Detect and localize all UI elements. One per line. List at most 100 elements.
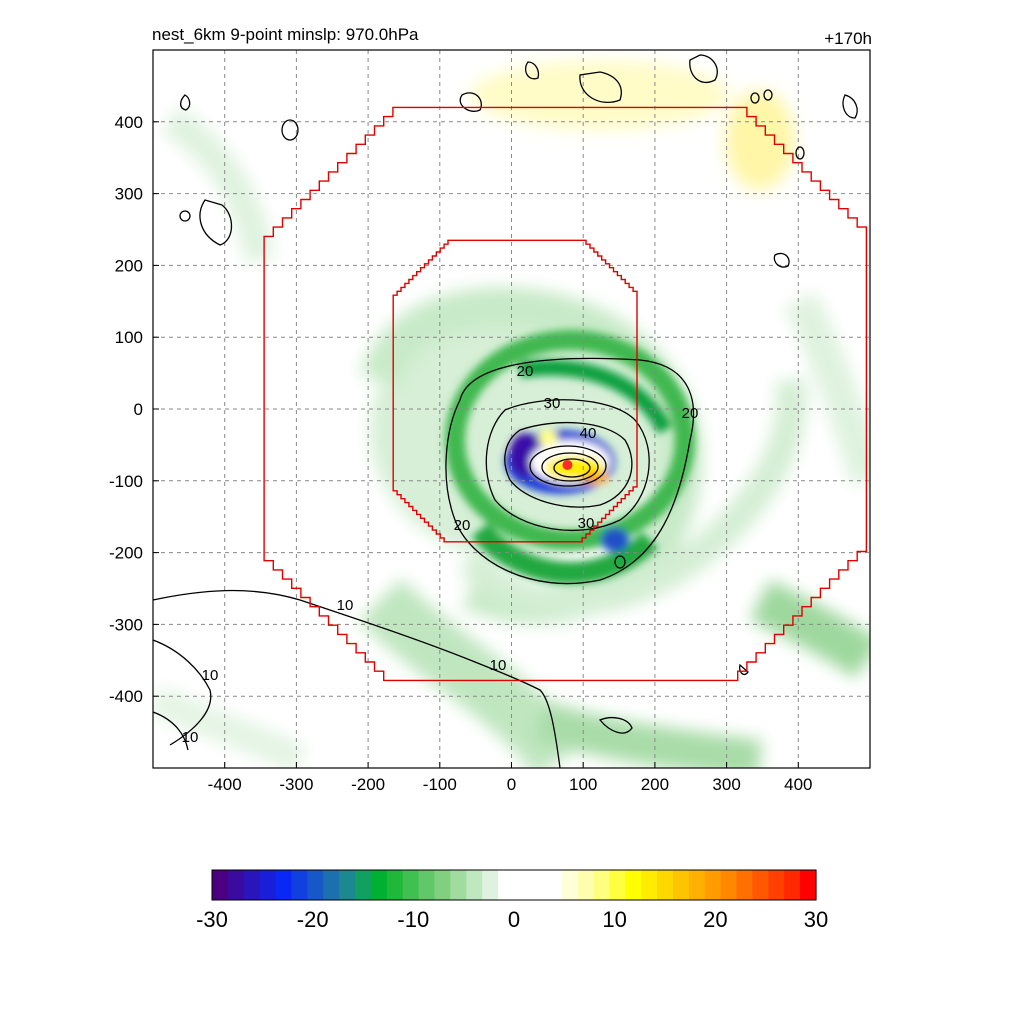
colorbar-cell bbox=[339, 870, 356, 900]
y-tick-label: -100 bbox=[109, 472, 143, 491]
shaded-field bbox=[153, 60, 870, 768]
axis-ticks: -400 -300 -200 -100 0 100 200 300 40040030020010… bbox=[109, 113, 813, 794]
colorbar-cell bbox=[545, 870, 563, 900]
contour-blob bbox=[614, 555, 626, 569]
contour-label: 20 bbox=[454, 517, 471, 534]
colorbar-cell bbox=[370, 870, 388, 900]
red-boundary-outer bbox=[263, 106, 868, 682]
y-tick-label: 200 bbox=[115, 256, 143, 275]
colorbar-cell bbox=[402, 870, 420, 900]
contour-label: 30 bbox=[578, 515, 595, 532]
contour-blob bbox=[524, 61, 540, 80]
contour-blob bbox=[763, 89, 773, 101]
contour-label-group: 20 30 40 20 20 30 10 10 10 10 bbox=[182, 363, 699, 746]
contour-blob bbox=[842, 94, 858, 119]
colorbar-cell bbox=[720, 870, 738, 900]
colorbar-cell bbox=[434, 870, 452, 900]
contour-label: 10 bbox=[490, 657, 507, 674]
colorbar-cell bbox=[672, 870, 690, 900]
contour-label: 10 bbox=[337, 597, 354, 614]
chart-title-right: +170h bbox=[824, 29, 872, 48]
colorbar-cell bbox=[482, 870, 499, 900]
colorbar-cell bbox=[768, 870, 785, 900]
colorbar: -30 -20 -10 0 10 20 30 bbox=[196, 869, 828, 932]
domain-boundaries bbox=[263, 106, 868, 682]
colorbar-cell bbox=[609, 870, 626, 900]
plot-area: 20 30 40 20 20 30 10 10 10 10 -400 -300 -2… bbox=[109, 49, 871, 794]
colorbar-tick-label: 20 bbox=[703, 907, 727, 932]
x-tick-label: -300 bbox=[279, 775, 313, 794]
contour-10-south bbox=[153, 589, 561, 768]
colorbar-cell bbox=[212, 870, 229, 900]
contour-10-west bbox=[153, 639, 212, 746]
colorbar-ticks: -30 -20 -10 0 10 20 30 bbox=[196, 907, 828, 932]
x-tick-label: -400 bbox=[208, 775, 242, 794]
contour-label: 30 bbox=[544, 395, 561, 412]
contour-20 bbox=[445, 357, 695, 585]
contour-blob bbox=[199, 199, 233, 246]
contour-label: 20 bbox=[517, 363, 534, 380]
colorbar-cell bbox=[307, 870, 324, 900]
colorbar-cell bbox=[291, 870, 308, 900]
contour-inner-1 bbox=[529, 445, 607, 487]
contour-label: 10 bbox=[182, 729, 199, 746]
x-tick-label: 100 bbox=[569, 775, 597, 794]
y-tick-label: -400 bbox=[109, 687, 143, 706]
colorbar-cell bbox=[688, 870, 706, 900]
colorbar-tick-label: 30 bbox=[804, 907, 828, 932]
colorbar-cell bbox=[243, 870, 261, 900]
colorbar-cell bbox=[800, 870, 817, 900]
x-tick-label: -100 bbox=[423, 775, 457, 794]
colorbar-cell bbox=[227, 870, 245, 900]
colorbar-cell bbox=[498, 870, 515, 900]
colorbar-tick-label: 10 bbox=[602, 907, 626, 932]
contour-label: 10 bbox=[202, 667, 219, 684]
colorbar-cell bbox=[625, 870, 642, 900]
contour-inner-2 bbox=[541, 452, 599, 482]
colorbar-tick-label: -20 bbox=[297, 907, 329, 932]
contour-blob bbox=[281, 119, 299, 141]
colorbar-cell bbox=[259, 870, 277, 900]
contour-10-sw bbox=[153, 711, 189, 751]
x-tick-label: -200 bbox=[351, 775, 385, 794]
contour-blob bbox=[598, 717, 633, 734]
contour-label: 40 bbox=[580, 425, 597, 442]
contour-blob bbox=[795, 146, 805, 160]
colorbar-cells bbox=[212, 870, 817, 900]
colorbar-cell bbox=[784, 870, 801, 900]
colorbar-tick-label: -10 bbox=[397, 907, 429, 932]
y-tick-label: -200 bbox=[109, 544, 143, 563]
x-tick-label: 200 bbox=[641, 775, 669, 794]
colorbar-cell bbox=[466, 870, 483, 900]
y-tick-label: 0 bbox=[134, 400, 143, 419]
contour-blob bbox=[750, 92, 760, 104]
y-tick-label: 300 bbox=[115, 185, 143, 204]
contour-label: 20 bbox=[682, 405, 699, 422]
x-tick-label: 0 bbox=[507, 775, 516, 794]
red-boundary-inner bbox=[392, 239, 638, 543]
contour-blob bbox=[179, 94, 191, 111]
contour-blob bbox=[689, 54, 718, 84]
contour-40 bbox=[504, 422, 633, 508]
x-tick-label: 300 bbox=[712, 775, 740, 794]
contour-blob bbox=[773, 252, 790, 268]
colorbar-cell bbox=[593, 870, 610, 900]
colorbar-tick-label: -30 bbox=[196, 907, 228, 932]
chart-title-left: nest_6km 9-point minslp: 970.0hPa bbox=[152, 25, 419, 44]
contour-30 bbox=[485, 399, 650, 531]
colorbar-cell bbox=[450, 870, 467, 900]
contour-blob bbox=[738, 663, 749, 676]
colorbar-cell bbox=[704, 870, 722, 900]
colorbar-frame bbox=[211, 869, 817, 901]
storm-center-marker bbox=[562, 460, 573, 471]
colorbar-cell bbox=[386, 870, 404, 900]
y-tick-label: -300 bbox=[109, 615, 143, 634]
y-tick-label: 400 bbox=[115, 113, 143, 132]
colorbar-cell bbox=[418, 870, 436, 900]
colorbar-cell bbox=[323, 870, 340, 900]
colorbar-cell bbox=[577, 870, 595, 900]
contour-blob bbox=[579, 71, 622, 104]
colorbar-cell bbox=[641, 870, 658, 900]
colorbar-cell bbox=[275, 870, 293, 900]
